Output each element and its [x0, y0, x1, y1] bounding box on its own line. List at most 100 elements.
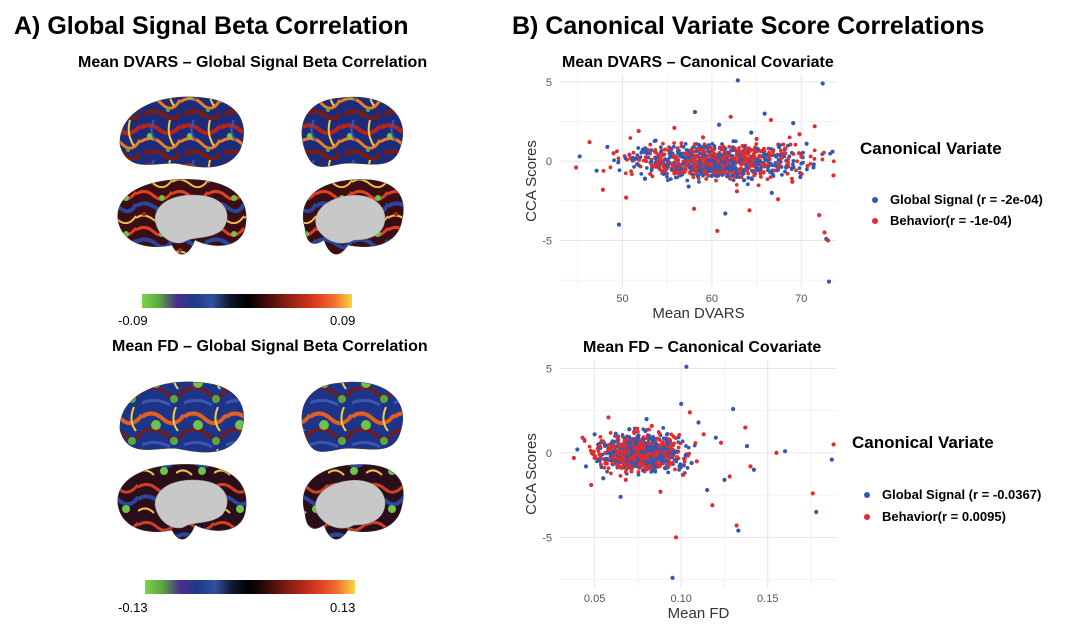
- global-signal-point: [735, 78, 740, 83]
- behavior-point: [797, 132, 802, 137]
- global-signal-point: [830, 149, 835, 154]
- right-lateral-surface: [301, 96, 403, 167]
- behavior-dot-icon: [864, 513, 870, 520]
- right-lateral-surface: [301, 381, 403, 452]
- left-lateral-surface: [119, 96, 244, 168]
- global-signal-point: [689, 460, 694, 466]
- behavior-point: [810, 491, 815, 496]
- global-signal-point: [776, 144, 782, 150]
- dvars-brain-maps: [117, 96, 404, 255]
- global-signal-point: [749, 130, 754, 135]
- behavior-dot-icon: [872, 217, 878, 224]
- behavior-point: [831, 442, 836, 447]
- global-signal-point: [755, 167, 760, 172]
- behavior-point: [606, 415, 611, 420]
- x-tick-label: 0.15: [757, 593, 778, 605]
- fd-legend-title: Canonical Variate: [852, 433, 994, 452]
- behavior-point: [597, 444, 602, 449]
- dvars-brain-title: Mean DVARS – Global Signal Beta Correlat…: [78, 54, 428, 71]
- y-tick-label: 0: [546, 448, 552, 460]
- behavior-point: [741, 154, 746, 159]
- left-medial-wall: [154, 479, 228, 529]
- x-axis-label: Mean FD: [668, 605, 730, 622]
- behavior-point: [718, 440, 724, 445]
- x-axis-label: Mean DVARS: [652, 305, 744, 322]
- behavior-point: [660, 152, 665, 157]
- behavior-point: [701, 432, 706, 437]
- global-signal-point: [741, 178, 747, 183]
- y-tick-label: -5: [542, 532, 552, 544]
- global-signal-point: [730, 147, 735, 153]
- behavior-point: [641, 454, 646, 459]
- right-medial-wall: [315, 479, 386, 529]
- x-tick-label: 60: [706, 293, 718, 305]
- global-signal-point: [713, 435, 718, 440]
- behavior-point: [734, 189, 740, 194]
- fd-colorbar: [145, 580, 355, 594]
- global-signal-point: [627, 427, 632, 432]
- fd-scatter-title: Mean FD – Canonical Covariate: [583, 339, 822, 356]
- behavior-point: [580, 435, 585, 440]
- legend-label: Global Signal (r = -0.0367): [882, 487, 1042, 502]
- behavior-point: [649, 423, 654, 428]
- behavior-point: [658, 489, 663, 494]
- behavior-point: [721, 144, 726, 150]
- behavior-point: [790, 179, 795, 184]
- behavior-point: [727, 474, 732, 479]
- global-signal-point: [723, 211, 728, 216]
- global-signal-point: [575, 447, 580, 452]
- global-signal-point: [577, 154, 582, 159]
- behavior-point: [748, 464, 753, 469]
- behavior-point: [687, 410, 692, 415]
- dvars-scatter-title: Mean DVARS – Canonical Covariate: [562, 54, 834, 71]
- global-signal-point: [653, 469, 658, 474]
- behavior-point: [680, 472, 686, 477]
- behavior-point: [648, 171, 653, 176]
- behavior-point: [708, 162, 713, 167]
- global-signal-point: [791, 121, 796, 126]
- legend-label: Behavior(r = -1e-04): [890, 213, 1012, 228]
- global-signal-point: [744, 444, 750, 449]
- global-signal-point: [618, 494, 623, 499]
- legend-label: Global Signal (r = -2e-04): [890, 192, 1043, 207]
- global-signal-point: [692, 109, 698, 115]
- behavior-point: [768, 117, 773, 123]
- global-signal-point: [594, 168, 599, 173]
- behavior-point: [573, 165, 579, 170]
- global-signal-point: [653, 138, 658, 143]
- behavior-point: [673, 535, 679, 540]
- dvars-colorbar-min: -0.09: [118, 313, 148, 328]
- global-signal-point: [661, 445, 666, 450]
- global-signal-point: [686, 184, 691, 189]
- global-signal-point: [811, 162, 816, 167]
- behavior-point: [734, 523, 739, 528]
- global-signal-point: [684, 364, 689, 369]
- behavior-point: [754, 136, 759, 142]
- x-tick-label: 70: [795, 293, 807, 305]
- behavior-point: [774, 450, 779, 455]
- global-signal-point: [665, 163, 670, 169]
- left-lateral-surface: [119, 381, 244, 453]
- behavior-point: [694, 459, 699, 464]
- density-cloud: [601, 135, 836, 188]
- fd-legend-behavior: Behavior(r = 0.0095): [864, 509, 1006, 524]
- global-signal-point: [616, 222, 622, 227]
- behavior-point: [666, 437, 672, 442]
- behavior-point: [571, 455, 576, 461]
- behavior-point: [611, 151, 616, 156]
- global-signal-point: [731, 406, 736, 412]
- dvars-legend-behavior: Behavior(r = -1e-04): [872, 213, 1012, 228]
- global-signal-point: [675, 149, 681, 154]
- behavior-point: [624, 195, 629, 200]
- global-signal-point: [644, 417, 649, 422]
- global-signal-point: [635, 457, 641, 462]
- behavior-point: [672, 125, 677, 130]
- fd-colorbar-min: -0.13: [118, 600, 148, 615]
- global-signal-point: [736, 528, 741, 533]
- behavior-point: [600, 187, 605, 192]
- fd-brain-title: Mean FD – Global Signal Beta Correlation: [112, 338, 428, 355]
- y-axis-label: CCA Scores: [523, 433, 540, 515]
- dvars-colorbar: [142, 294, 352, 308]
- behavior-point: [636, 128, 641, 134]
- global-signal-point: [601, 476, 606, 481]
